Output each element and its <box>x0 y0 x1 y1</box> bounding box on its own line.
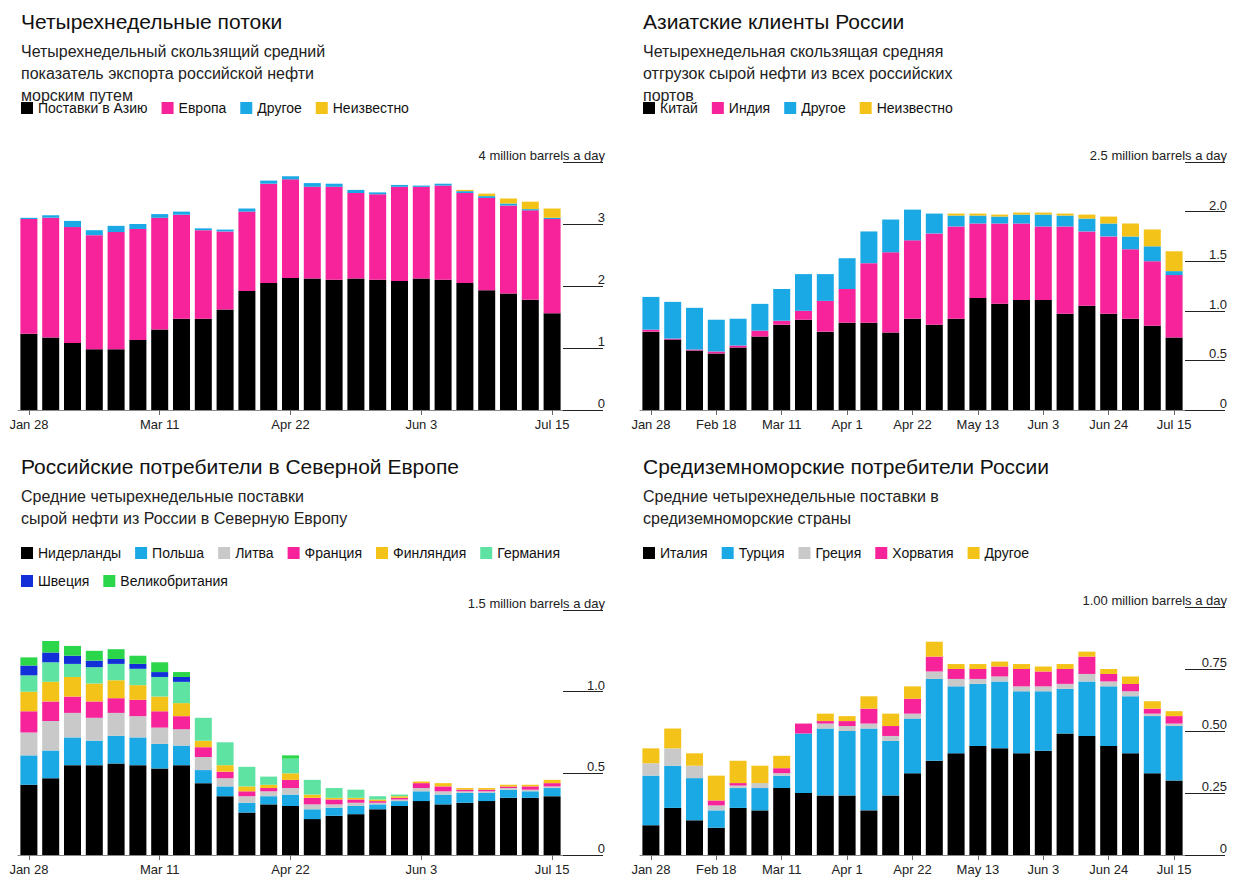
svg-text:0: 0 <box>1220 396 1227 411</box>
svg-text:Средние четырехнедельные поста: Средние четырехнедельные поставки <box>21 488 308 505</box>
svg-text:Азиатские клиенты России: Азиатские клиенты России <box>643 10 904 33</box>
svg-text:показатель экспорта российской: показатель экспорта российской нефти <box>21 65 318 82</box>
svg-text:Apr 1: Apr 1 <box>832 862 863 877</box>
svg-text:Jan 28: Jan 28 <box>9 862 48 877</box>
svg-text:Jan 28: Jan 28 <box>631 862 670 877</box>
svg-text:Средиземноморские потребители: Средиземноморские потребители России <box>643 455 1049 478</box>
svg-text:портов: портов <box>643 87 694 104</box>
svg-text:1.0: 1.0 <box>1209 297 1227 312</box>
svg-text:Apr 22: Apr 22 <box>271 417 309 432</box>
svg-text:сырой нефти из России в Северн: сырой нефти из России в Северную Европу <box>21 510 347 527</box>
svg-text:Италия: Италия <box>660 545 708 561</box>
svg-text:Feb 18: Feb 18 <box>696 417 736 432</box>
svg-text:Нидерланды: Нидерланды <box>38 545 121 561</box>
svg-text:0: 0 <box>1220 841 1227 856</box>
svg-text:Литва: Литва <box>235 545 274 561</box>
svg-text:Apr 22: Apr 22 <box>271 862 309 877</box>
svg-text:Финляндия: Финляндия <box>393 545 466 561</box>
svg-text:4 million barrels a day: 4 million barrels a day <box>479 148 606 163</box>
svg-text:Mar 11: Mar 11 <box>762 417 802 432</box>
svg-text:Неизвестно: Неизвестно <box>333 100 409 116</box>
svg-text:0.25: 0.25 <box>1202 779 1227 794</box>
svg-text:Индия: Индия <box>729 100 770 116</box>
svg-text:морским путем: морским путем <box>21 87 133 104</box>
svg-text:Jun 3: Jun 3 <box>1027 417 1059 432</box>
svg-text:1.00 million barrels a day: 1.00 million barrels a day <box>1082 593 1227 608</box>
svg-text:Франция: Франция <box>305 545 362 561</box>
svg-text:Европа: Европа <box>179 100 227 116</box>
svg-text:1: 1 <box>598 334 605 349</box>
svg-text:Apr 22: Apr 22 <box>893 417 931 432</box>
svg-text:May 13: May 13 <box>957 862 1000 877</box>
svg-text:Apr 1: Apr 1 <box>832 417 863 432</box>
svg-text:Jan 28: Jan 28 <box>9 417 48 432</box>
svg-text:Четырехнедельные потоки: Четырехнедельные потоки <box>21 10 282 33</box>
svg-text:Mar 11: Mar 11 <box>140 417 180 432</box>
svg-text:0.75: 0.75 <box>1202 655 1227 670</box>
svg-text:Jan 28: Jan 28 <box>631 417 670 432</box>
svg-text:Jun 3: Jun 3 <box>405 862 437 877</box>
svg-text:2.0: 2.0 <box>1209 198 1227 213</box>
svg-text:Другое: Другое <box>257 100 302 116</box>
svg-text:Польша: Польша <box>152 545 204 561</box>
svg-text:Mar 11: Mar 11 <box>140 862 180 877</box>
svg-text:Четырехнедельная скользящая ср: Четырехнедельная скользящая средняя <box>643 43 948 60</box>
svg-text:Неизвестно: Неизвестно <box>877 100 953 116</box>
svg-text:Mar 11: Mar 11 <box>762 862 802 877</box>
svg-text:Apr 22: Apr 22 <box>893 862 931 877</box>
svg-text:Jul 15: Jul 15 <box>535 862 570 877</box>
svg-text:0.5: 0.5 <box>1209 346 1227 361</box>
svg-text:3: 3 <box>598 210 605 225</box>
svg-text:Jun 3: Jun 3 <box>1027 862 1059 877</box>
svg-text:1.5: 1.5 <box>1209 247 1227 262</box>
svg-text:Средние четырехнедельные поста: Средние четырехнедельные поставки в <box>643 488 943 505</box>
svg-text:Поставки в Азию: Поставки в Азию <box>38 100 148 116</box>
svg-text:May 13: May 13 <box>957 417 1000 432</box>
svg-text:Jun 24: Jun 24 <box>1089 862 1128 877</box>
svg-text:Четырехнедельный скользящий ср: Четырехнедельный скользящий средний <box>21 43 330 60</box>
svg-text:Российские потребители в Север: Российские потребители в Северной Европе <box>21 455 459 478</box>
svg-text:0.50: 0.50 <box>1202 717 1227 732</box>
svg-text:Хорватия: Хорватия <box>892 545 953 561</box>
svg-text:Jun 24: Jun 24 <box>1089 417 1128 432</box>
svg-text:отгрузок сырой нефти из всех р: отгрузок сырой нефти из всех российских <box>643 65 957 82</box>
svg-text:Jul 15: Jul 15 <box>1157 417 1192 432</box>
svg-text:Jun 3: Jun 3 <box>405 417 437 432</box>
svg-text:Jul 15: Jul 15 <box>535 417 570 432</box>
svg-text:0: 0 <box>598 396 605 411</box>
svg-text:Китай: Китай <box>660 100 698 116</box>
svg-text:Греция: Греция <box>815 545 861 561</box>
svg-text:Feb 18: Feb 18 <box>696 862 736 877</box>
svg-text:0.5: 0.5 <box>587 759 605 774</box>
svg-text:2: 2 <box>598 272 605 287</box>
svg-text:Турция: Турция <box>739 545 785 561</box>
svg-text:2.5 million barrels a day: 2.5 million barrels a day <box>1090 148 1228 163</box>
svg-text:Германия: Германия <box>497 545 560 561</box>
svg-text:Другое: Другое <box>801 100 846 116</box>
svg-text:Великобритания: Великобритания <box>120 573 228 589</box>
svg-text:средиземноморские страны: средиземноморские страны <box>643 510 851 527</box>
svg-text:Jul 15: Jul 15 <box>1157 862 1192 877</box>
svg-text:1.0: 1.0 <box>587 678 605 693</box>
svg-text:1.5 million barrels a day: 1.5 million barrels a day <box>468 596 606 611</box>
svg-text:0: 0 <box>598 841 605 856</box>
svg-text:Швеция: Швеция <box>38 573 89 589</box>
svg-text:Другое: Другое <box>985 545 1030 561</box>
